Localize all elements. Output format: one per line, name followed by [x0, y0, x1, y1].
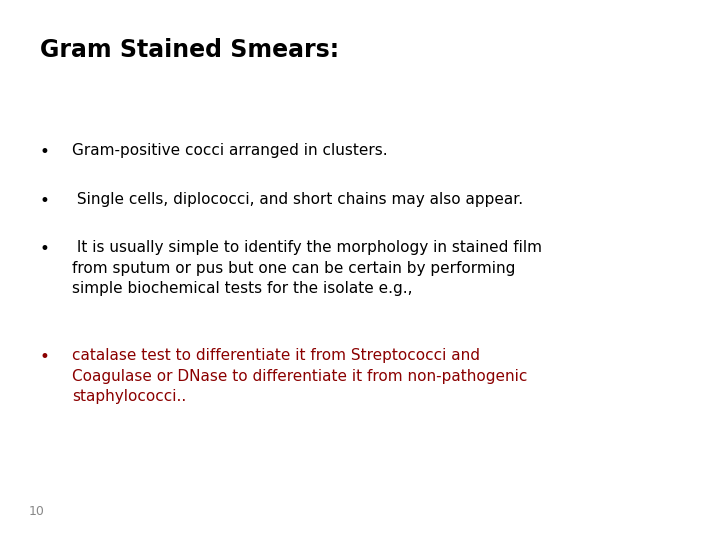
- Text: 10: 10: [29, 505, 45, 518]
- Text: Gram-positive cocci arranged in clusters.: Gram-positive cocci arranged in clusters…: [72, 143, 387, 158]
- Text: Gram Stained Smears:: Gram Stained Smears:: [40, 38, 338, 62]
- Text: •: •: [40, 192, 50, 210]
- Text: •: •: [40, 143, 50, 161]
- Text: catalase test to differentiate it from Streptococci and
Coagulase or DNase to di: catalase test to differentiate it from S…: [72, 348, 527, 404]
- Text: It is usually simple to identify the morphology in stained film
from sputum or p: It is usually simple to identify the mor…: [72, 240, 542, 296]
- Text: •: •: [40, 240, 50, 258]
- Text: •: •: [40, 348, 50, 366]
- Text: Single cells, diplococci, and short chains may also appear.: Single cells, diplococci, and short chai…: [72, 192, 523, 207]
